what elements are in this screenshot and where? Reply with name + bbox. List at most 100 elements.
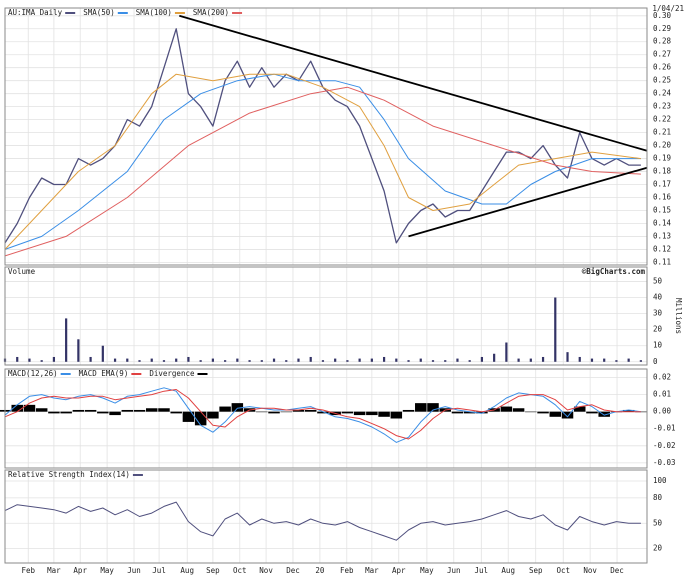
bar	[272, 358, 276, 362]
series-line	[4, 389, 641, 440]
y-tick-label: 0.22	[653, 115, 671, 124]
x-tick-label: Sep	[206, 566, 220, 575]
legend-label: AU:IMA Daily	[8, 8, 63, 17]
y-tick-label: 0.01	[653, 390, 671, 399]
y-tick-label: 0.27	[653, 50, 671, 59]
bar	[304, 409, 317, 412]
bar	[578, 356, 581, 362]
date-label: 1/04/21	[652, 4, 684, 13]
bar	[353, 411, 366, 416]
bar	[334, 358, 337, 362]
x-tick-label: Aug	[180, 566, 194, 575]
series-line	[4, 86, 641, 257]
x-tick-label: Mar	[47, 566, 61, 575]
x-tick-label: Jul	[152, 566, 166, 575]
bar	[541, 356, 545, 362]
bar	[113, 358, 117, 362]
series-line	[4, 73, 641, 250]
y-tick-label: 0.19	[653, 154, 671, 163]
bar	[28, 358, 31, 362]
panel-frame	[4, 368, 648, 469]
x-tick-label: Feb	[340, 566, 354, 575]
bar	[297, 358, 300, 362]
bar	[219, 406, 231, 412]
bar	[639, 360, 642, 362]
y-tick-label: 0.16	[653, 193, 672, 202]
legend-label: MACD EMA(9)	[79, 369, 129, 378]
y-tick-label: 50	[653, 518, 663, 527]
y-tick-label: 0.15	[653, 205, 671, 214]
series-line	[4, 73, 641, 250]
bar	[260, 360, 263, 362]
bar	[11, 404, 23, 412]
bar	[476, 411, 488, 414]
bar	[444, 360, 447, 362]
y-tick-label: 0.21	[653, 128, 671, 137]
bar	[121, 409, 134, 412]
x-tick-label: Apr	[392, 566, 406, 575]
bar	[109, 411, 121, 416]
credit: ©BigCharts.com	[582, 267, 646, 276]
bar	[573, 406, 586, 412]
x-tick-label: Jul	[475, 566, 489, 575]
bar	[468, 360, 471, 362]
x-tick-label: Apr	[73, 566, 87, 575]
bar	[40, 360, 43, 362]
legend-label: SMA(100)	[136, 8, 172, 17]
panel-background	[5, 8, 647, 265]
bar	[48, 411, 60, 414]
y-tick-label: 50	[653, 276, 663, 285]
bar	[292, 409, 305, 412]
series-line	[4, 501, 641, 541]
bar	[427, 403, 439, 412]
y-tick-label: 40	[653, 293, 663, 302]
bar	[194, 411, 207, 426]
y-axis-label: Millions	[674, 298, 683, 334]
bar	[370, 358, 373, 362]
bar	[207, 411, 219, 419]
bar	[280, 411, 293, 413]
y-tick-label: 0.11	[653, 257, 671, 266]
bar	[431, 360, 435, 362]
x-tick-label: May	[420, 566, 434, 575]
panel-background	[5, 267, 647, 365]
y-tick-label: 0.23	[653, 102, 671, 111]
bar	[415, 403, 427, 412]
y-tick-label: 20	[653, 544, 663, 553]
bar	[248, 360, 251, 362]
bar	[35, 408, 48, 412]
x-tick-label: May	[100, 566, 114, 575]
y-tick-label: 10	[653, 341, 663, 350]
bar	[182, 411, 195, 422]
x-tick-label: Jun	[127, 566, 141, 575]
bar	[537, 411, 549, 414]
bar	[60, 411, 72, 414]
panel-frame	[4, 7, 648, 266]
bar	[126, 358, 129, 362]
y-tick-label: 0.14	[653, 218, 672, 227]
bar	[500, 406, 513, 412]
bar	[456, 358, 459, 362]
legend-label: SMA(50)	[83, 8, 115, 17]
series-line	[4, 387, 641, 443]
x-tick-label: Oct	[233, 566, 247, 575]
y-tick-label: 30	[653, 309, 663, 318]
x-tick-label: Sep	[529, 566, 543, 575]
y-tick-label: 0.13	[653, 231, 671, 240]
x-tick-label: 20	[315, 566, 325, 575]
y-tick-label: -0.02	[653, 441, 676, 450]
bar	[187, 356, 190, 362]
bar	[84, 409, 97, 412]
bar	[77, 339, 80, 362]
y-tick-label: 20	[653, 325, 663, 334]
bar	[382, 356, 386, 362]
y-tick-label: 0.12	[653, 244, 671, 253]
bar	[451, 411, 464, 414]
bar	[525, 411, 537, 413]
bar	[231, 403, 244, 412]
x-tick-label: Feb	[21, 566, 35, 575]
bar	[211, 358, 214, 362]
x-tick-label: Dec	[610, 566, 624, 575]
panel-title: Volume	[8, 267, 36, 276]
